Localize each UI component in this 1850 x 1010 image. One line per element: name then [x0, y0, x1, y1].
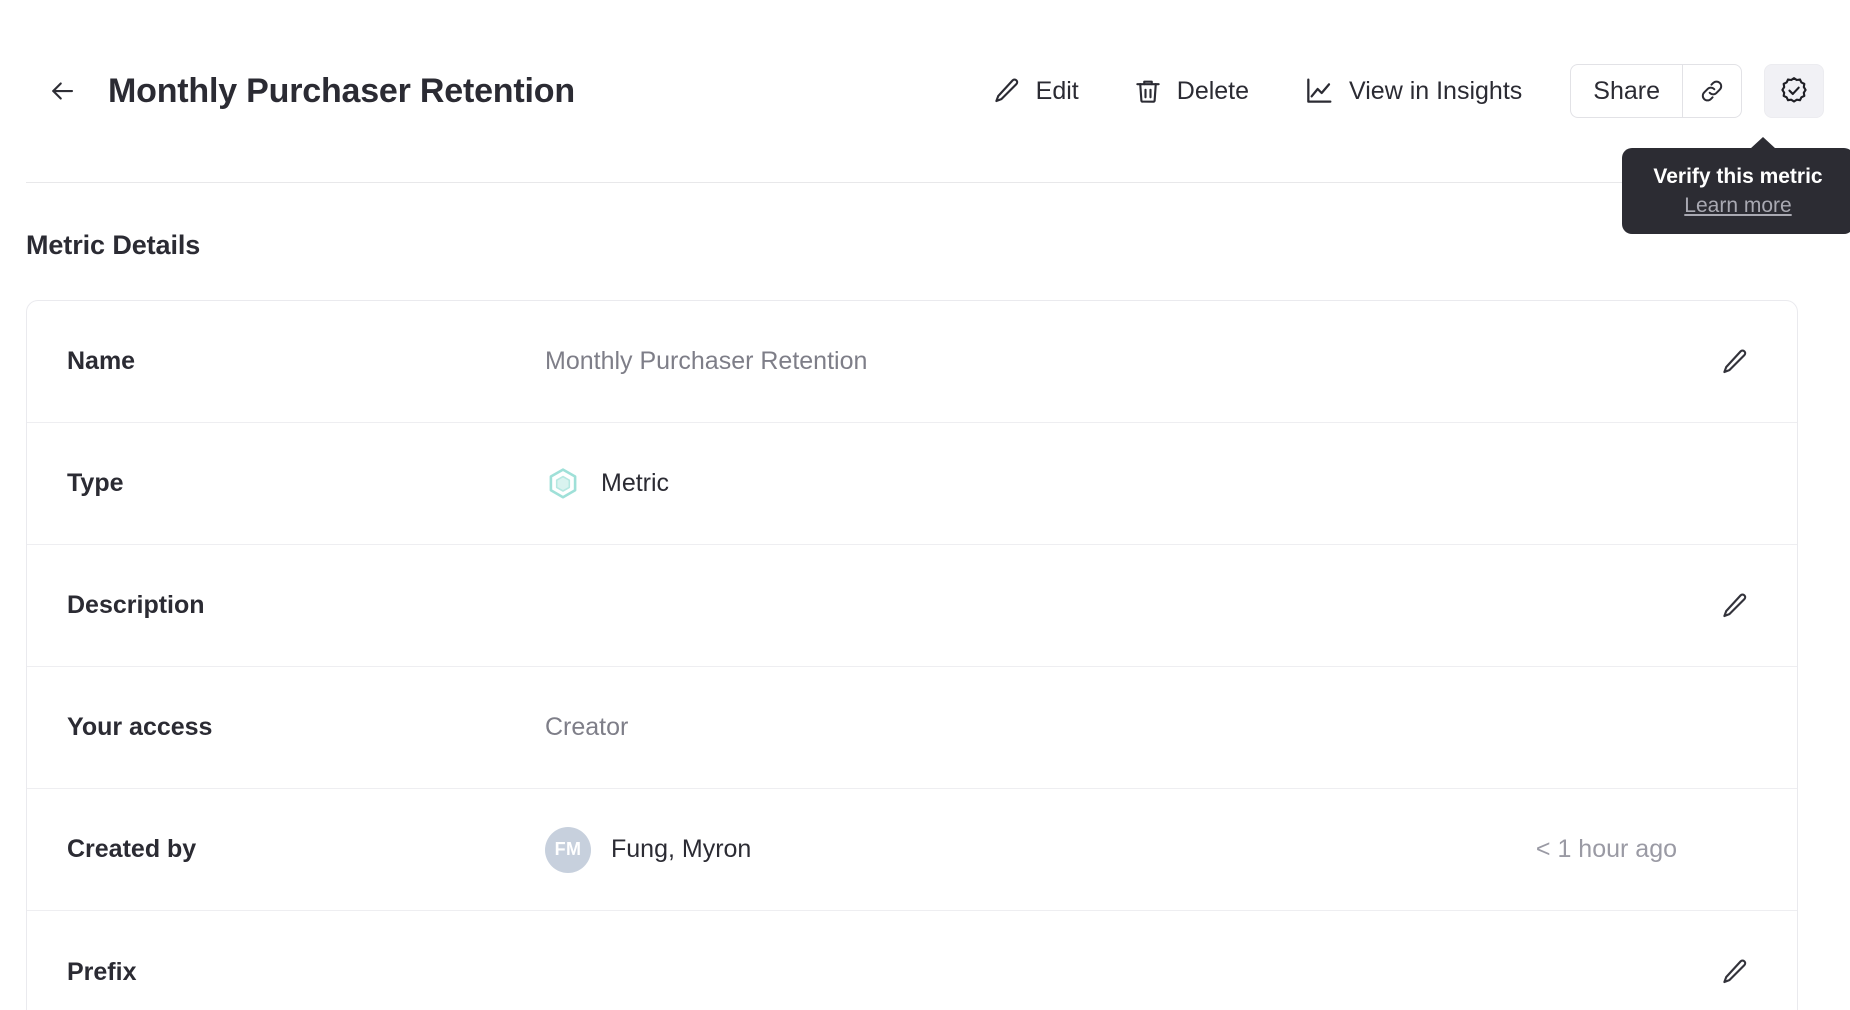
row-label: Type: [67, 469, 124, 497]
tooltip-title: Verify this metric: [1653, 165, 1823, 188]
delete-button[interactable]: Delete: [1119, 68, 1263, 114]
header-toolbar: Edit Delete: [978, 64, 1824, 118]
row-label: Prefix: [67, 957, 137, 986]
metric-hexagon-icon: [545, 466, 581, 502]
row-value: Metric: [545, 466, 1713, 502]
share-button[interactable]: Share: [1570, 64, 1682, 118]
verify-metric-button[interactable]: [1764, 64, 1824, 118]
copy-link-button[interactable]: [1682, 64, 1742, 118]
pencil-icon: [1723, 959, 1747, 984]
row-label: Name: [67, 347, 136, 375]
verified-badge-icon: [1781, 77, 1807, 103]
detail-row-name: Name Monthly Purchaser Retention: [27, 301, 1797, 423]
pencil-icon: [1723, 593, 1747, 617]
tooltip-learn-more-link[interactable]: Learn more: [1684, 194, 1792, 218]
row-label: Your access: [67, 713, 213, 741]
edit-prefix-button[interactable]: [1713, 950, 1757, 994]
pencil-icon: [1723, 349, 1747, 373]
view-in-insights-button[interactable]: View in Insights: [1289, 67, 1536, 115]
row-value: Monthly Purchaser Retention: [545, 347, 1713, 376]
row-value-text: Monthly Purchaser Retention: [545, 347, 868, 375]
detail-row-prefix: Prefix: [27, 911, 1797, 1010]
back-button[interactable]: [40, 69, 84, 113]
edit-name-button[interactable]: [1713, 340, 1757, 384]
page-header: Monthly Purchaser Retention Edit: [0, 0, 1850, 182]
pencil-icon: [992, 76, 1022, 106]
row-value-text: Fung, Myron: [611, 835, 752, 863]
link-icon: [1701, 80, 1723, 102]
edit-button[interactable]: Edit: [978, 68, 1093, 114]
metric-details-card: Name Monthly Purchaser Retention Type: [26, 300, 1798, 1010]
detail-row-type: Type Metric: [27, 423, 1797, 545]
row-label: Description: [67, 591, 205, 619]
row-value: FM Fung, Myron: [545, 826, 1536, 873]
section-title: Metric Details: [26, 230, 201, 260]
avatar: FM: [545, 826, 591, 873]
detail-row-created-by: Created by FM Fung, Myron < 1 hour ago: [27, 789, 1797, 911]
detail-row-description: Description: [27, 545, 1797, 667]
delete-label: Delete: [1176, 76, 1250, 105]
verify-tooltip: Verify this metric Learn more: [1622, 136, 1850, 235]
edit-description-button[interactable]: [1713, 584, 1757, 628]
back-arrow-icon: [52, 82, 74, 100]
page-title: Monthly Purchaser Retention: [108, 71, 575, 110]
detail-row-your-access: Your access Creator: [27, 667, 1797, 789]
line-chart-icon: [1303, 75, 1335, 107]
trash-icon: [1133, 76, 1163, 106]
share-button-group: Share: [1570, 64, 1742, 118]
created-timestamp: < 1 hour ago: [1535, 835, 1677, 863]
row-value: Creator: [545, 713, 1713, 742]
edit-label: Edit: [1035, 76, 1079, 105]
row-value-text: Metric: [601, 469, 670, 497]
header-divider: [26, 182, 1850, 183]
row-label: Created by: [67, 835, 197, 863]
row-value-text: Creator: [545, 713, 629, 741]
view-in-insights-label: View in Insights: [1349, 76, 1523, 105]
